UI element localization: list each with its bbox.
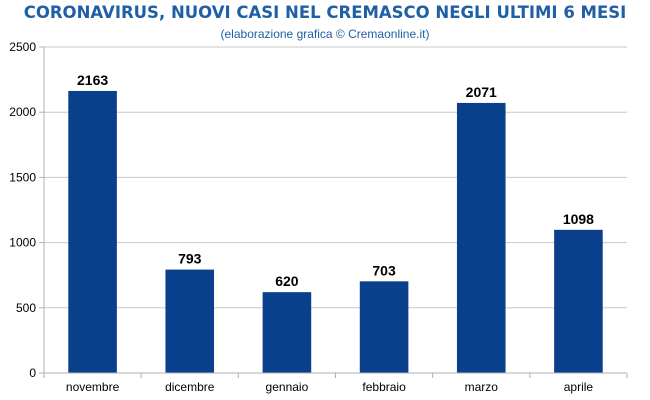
bar [68,90,117,374]
y-tick-label: 2500 [9,40,36,54]
x-category-label: gennaio [266,380,309,394]
bar [554,229,603,373]
gridlines [44,46,627,309]
x-axis-categories: novembre dicembre gennaio febbraio marzo apri… [66,380,594,394]
axes [43,47,628,378]
x-category-label: dicembre [165,380,215,394]
bars [68,90,603,374]
y-axis-ticks: 0 500 1000 1500 2000 2500 [9,40,44,380]
y-tick-label: 1000 [9,236,36,250]
bar [165,269,215,373]
data-label: 620 [275,273,299,289]
y-tick-label: 0 [29,366,36,380]
x-category-label: aprile [564,380,594,394]
y-tick-label: 1500 [9,170,36,184]
data-label: 1098 [563,211,594,227]
bar [262,292,312,373]
y-tick-label: 500 [16,301,36,315]
x-category-label: febbraio [362,380,406,394]
data-label: 703 [372,262,396,278]
bar [456,102,506,374]
chart-subtitle: (elaborazione grafica © Cremaonline.it) [220,27,430,41]
bar [359,281,409,373]
x-category-label: marzo [465,380,499,394]
data-label: 2163 [77,72,108,88]
data-label: 793 [178,251,202,267]
x-category-label: novembre [66,380,120,394]
data-label: 2071 [466,84,497,100]
chart-title: CORONAVIRUS, NUOVI CASI NEL CREMASCO NEG… [23,3,627,22]
data-labels: 2163 793 620 703 2071 1098 [77,72,594,289]
y-tick-label: 2000 [9,105,36,119]
